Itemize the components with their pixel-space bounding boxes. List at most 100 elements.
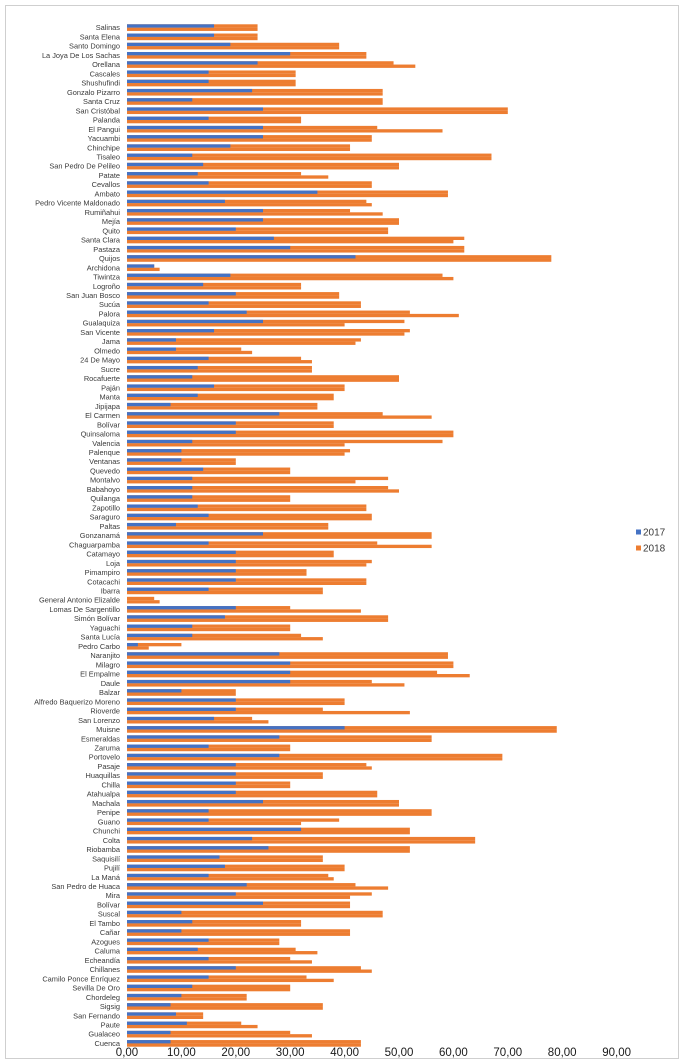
bar-2018 bbox=[127, 73, 296, 78]
bar-2017 bbox=[127, 79, 209, 84]
bar-2017 bbox=[127, 1040, 171, 1044]
bar-2018 bbox=[127, 830, 410, 835]
category-label: Caluma bbox=[95, 947, 121, 956]
bar-2017 bbox=[127, 1003, 171, 1007]
category-label: Paltas bbox=[99, 522, 120, 531]
category-label: San Lorenzo bbox=[78, 716, 120, 725]
bar-2018 bbox=[127, 794, 378, 798]
bar-2018 bbox=[127, 350, 253, 355]
bar-2017-overlay bbox=[127, 947, 296, 952]
category-label: Santa Lucía bbox=[81, 633, 121, 642]
bar-2017 bbox=[127, 984, 193, 988]
x-tick-label: 50,00 bbox=[385, 1047, 414, 1059]
bar-2018 bbox=[127, 655, 448, 659]
category-label: Santa Elena bbox=[80, 32, 121, 41]
bar-2018 bbox=[127, 609, 361, 613]
category-label: Suscal bbox=[98, 910, 121, 919]
bar-2018 bbox=[127, 904, 351, 909]
bar-2017-overlay bbox=[127, 929, 351, 933]
bar-2018 bbox=[127, 738, 432, 742]
category-label: Pedro Vicente Maldonado bbox=[35, 199, 120, 208]
bar-2017-overlay bbox=[127, 910, 383, 915]
bar-2017 bbox=[127, 458, 182, 462]
category-label: Sigsig bbox=[100, 1002, 120, 1011]
x-axis-ticks: 0,00 10,00 20,00 30,00 40,00 50,00 60,00 70,00 8… bbox=[116, 1047, 631, 1059]
bar-2017-overlay bbox=[127, 199, 367, 204]
category-label: La Joya De Los Sachas bbox=[42, 51, 120, 60]
bar-2017-overlay bbox=[127, 116, 302, 120]
bar-2018 bbox=[127, 535, 432, 539]
bar-2018 bbox=[127, 276, 454, 281]
bar-2018 bbox=[127, 775, 323, 779]
bar-2017 bbox=[127, 61, 258, 65]
bar-2017 bbox=[127, 24, 215, 28]
category-label: Atahualpa bbox=[87, 790, 121, 799]
bar-2017 bbox=[127, 716, 215, 721]
category-label: Paute bbox=[101, 1021, 120, 1030]
category-label: San Pedro de Huaca bbox=[51, 882, 121, 891]
category-label: Palanda bbox=[93, 116, 121, 125]
bar-2017 bbox=[127, 790, 236, 795]
bar-2017 bbox=[127, 587, 209, 591]
bar-2018 bbox=[127, 461, 236, 465]
bar-2017-overlay bbox=[127, 920, 302, 924]
bar-2018 bbox=[127, 175, 329, 179]
category-label: Milagro bbox=[96, 660, 120, 669]
bar-2017 bbox=[127, 51, 291, 56]
bar-2018 bbox=[127, 618, 389, 622]
bar-2017 bbox=[127, 439, 193, 444]
bar-2018 bbox=[127, 332, 405, 336]
bar-2018 bbox=[127, 415, 432, 419]
category-label: Quevedo bbox=[90, 466, 120, 475]
category-label: Alfredo Baquerizo Moreno bbox=[34, 697, 120, 706]
bar-2017 bbox=[127, 522, 176, 527]
bar-2017 bbox=[127, 864, 225, 868]
category-label: Lomas De Sargentillo bbox=[49, 605, 120, 614]
bar-2018 bbox=[127, 240, 454, 244]
bar-2017-overlay bbox=[127, 393, 334, 397]
bar-2017 bbox=[127, 310, 247, 314]
category-label: Patate bbox=[99, 171, 120, 180]
bar-2017-overlay bbox=[127, 652, 448, 656]
bar-2017 bbox=[127, 486, 193, 490]
category-label: Chilla bbox=[102, 780, 121, 789]
category-label: Muisne bbox=[96, 725, 120, 734]
category-label: Zaruma bbox=[95, 743, 121, 752]
category-label: Ventanas bbox=[89, 457, 120, 466]
bar-2017 bbox=[127, 726, 345, 730]
bar-2017 bbox=[127, 679, 291, 684]
category-label: San Vicente bbox=[80, 328, 120, 337]
bar-2018 bbox=[127, 803, 399, 807]
bar-2018 bbox=[127, 683, 405, 687]
category-label: Chordeleg bbox=[86, 993, 120, 1002]
bar-2017 bbox=[127, 375, 193, 379]
bar-2018 bbox=[127, 849, 410, 853]
category-label: Simón Bolívar bbox=[74, 614, 121, 623]
x-tick-label: 10,00 bbox=[167, 1047, 196, 1059]
bar-2018 bbox=[127, 720, 269, 724]
bar-2017-overlay bbox=[127, 79, 296, 84]
category-label: Gonzanamá bbox=[80, 531, 121, 540]
bar-2018 bbox=[127, 877, 334, 881]
bar-2017 bbox=[127, 125, 263, 130]
bar-2017-overlay bbox=[127, 633, 302, 638]
category-label: Bolívar bbox=[97, 420, 121, 429]
bar-2018 bbox=[127, 932, 351, 936]
category-label: Huaquillas bbox=[85, 771, 120, 780]
x-tick-label: 0,00 bbox=[116, 1047, 138, 1059]
bar-2017-overlay bbox=[127, 319, 405, 324]
bar-2017 bbox=[127, 1030, 171, 1035]
bar-2018 bbox=[127, 369, 312, 373]
bar-2017 bbox=[127, 698, 236, 702]
bar-2017 bbox=[127, 652, 280, 656]
bar-2018 bbox=[127, 563, 367, 567]
legend-swatch-2017 bbox=[636, 529, 641, 535]
bar-2017 bbox=[127, 836, 253, 841]
category-label: Balzar bbox=[99, 688, 120, 697]
bar-2017 bbox=[127, 993, 182, 998]
bar-2018 bbox=[127, 664, 454, 669]
category-label: Chunchi bbox=[93, 827, 120, 836]
bar-2018 bbox=[127, 313, 459, 318]
bar-2017-overlay bbox=[127, 144, 351, 148]
category-label: Paján bbox=[101, 383, 120, 392]
